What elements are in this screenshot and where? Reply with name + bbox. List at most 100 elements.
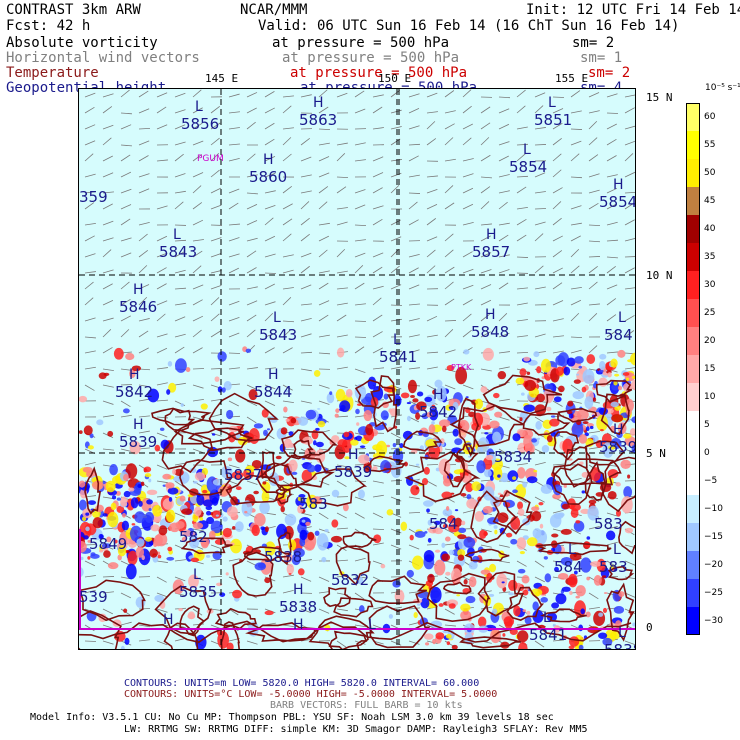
wind-barb [552,137,562,146]
vorticity-cell [510,538,518,545]
temperature-contour [260,451,276,479]
wind-barb [552,187,563,194]
wind-barb [120,89,130,98]
wind-barb [84,461,96,466]
wind-barb [192,299,203,306]
wind-barb [426,249,436,258]
vorticity-cell [587,505,599,521]
height-value-label: 5837 [224,466,262,484]
wind-barb [516,234,527,242]
vorticity-cell [575,585,586,597]
vorticity-cell [214,376,220,382]
wind-barb [498,448,509,456]
wind-barb [246,250,257,258]
vorticity-cell [413,611,418,619]
wind-barb [354,108,366,114]
vorticity-cell [106,536,112,543]
vorticity-cell [598,612,604,617]
vorticity-cell [522,589,529,596]
wind-barb [210,398,222,402]
temperature-contour [404,450,481,503]
wind-barb [372,494,384,498]
height-value-label: 5849 [89,535,127,553]
wind-barb [606,560,617,567]
wind-barb [372,347,383,354]
wind-barb [156,124,168,130]
vorticity-cell [416,391,424,397]
vorticity-cell [355,435,363,442]
vorticity-cell [494,529,498,535]
wind-barb [498,254,510,258]
wind-barb [570,265,580,274]
colorbar-label: 50 [704,168,716,178]
vorticity-cell [297,505,304,514]
wind-barb [408,544,420,550]
wind-barb [192,122,203,130]
wind-barb [606,112,619,114]
wind-barb [372,266,383,274]
wind-barb [516,186,527,194]
wind-barb [120,171,132,178]
wind-barb [354,368,366,374]
vorticity-cell [517,568,526,574]
wind-barb [426,92,438,98]
vorticity-cell [87,500,97,505]
temperature-contour [180,537,233,555]
colorbar-swatch [686,159,700,187]
vorticity-cell [89,433,94,439]
wind-barb [318,480,330,486]
wind-barb [318,128,331,131]
temperature-contour [79,620,632,644]
wind-barb [498,269,510,274]
vorticity-cell [614,373,620,377]
wind-barb [516,126,528,130]
vorticity-cell [428,424,436,434]
wind-barb [318,495,330,498]
vorticity-cell [315,427,320,431]
colorbar-label: 55 [704,140,716,150]
temperature-contour [443,452,466,488]
wind-barb [246,204,258,210]
vorticity-cell [598,369,604,373]
vorticity-cell [452,428,459,437]
wind-barb [498,398,510,402]
vorticity-cell [508,592,514,596]
vorticity-cell [588,499,597,505]
vorticity-cell [535,529,548,545]
height-value-label: 5854 [599,193,636,211]
wind-barb [156,106,167,114]
wind-barb [498,123,510,130]
wind-barb [588,110,600,114]
height-center-marker: H [133,282,144,298]
vorticity-cell [463,349,470,355]
wind-barb [588,265,598,274]
wind-barb [534,92,546,98]
temperature-contour [335,545,371,586]
vorticity-cell [202,489,208,494]
temperature-contour [506,586,545,621]
wind-barb [354,189,366,194]
vorticity-cell [111,495,117,500]
wind-barb [192,202,203,210]
vorticity-cell [192,522,204,530]
wind-barb [570,205,582,210]
temperature-contour [477,571,524,617]
wind-barb [102,269,114,274]
vorticity-cell [497,474,501,478]
wind-barb [390,126,402,130]
vorticity-cell [79,430,83,434]
wind-barb [624,315,635,322]
colorbar-swatch [686,131,700,159]
wind-barb [246,267,257,274]
wind-barb [426,121,436,130]
wind-barb [246,400,258,407]
wind-barb [192,265,202,274]
vorticity-cell [492,608,498,615]
colorbar-swatch [686,355,700,383]
wind-barb [426,175,438,178]
height-value-label: 5848 [471,323,509,341]
wind-barb [534,191,546,194]
wind-barb [372,512,384,519]
vorticity-cell [286,563,295,575]
vorticity-cell [159,427,165,431]
